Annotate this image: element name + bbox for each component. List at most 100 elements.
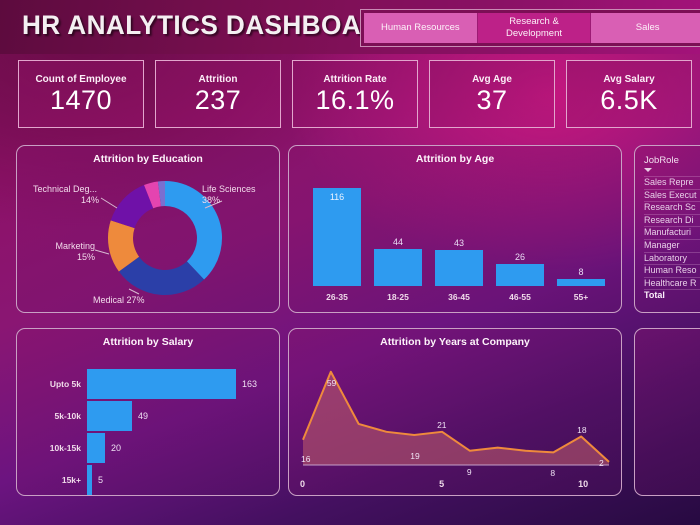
bar-rect[interactable] xyxy=(87,401,132,431)
area-x-tick-label: 10 xyxy=(578,479,589,489)
slicer-option-sales[interactable]: Sales xyxy=(591,13,700,43)
kpi-label: Attrition Rate xyxy=(323,73,387,85)
bar-value-label: 49 xyxy=(138,411,149,421)
area-line[interactable] xyxy=(302,370,610,463)
kpi-label: Count of Employee xyxy=(35,73,127,85)
table-row[interactable]: Research Sc xyxy=(644,201,700,214)
column-value-label: 26 xyxy=(514,252,525,262)
column-rect[interactable] xyxy=(313,188,361,286)
table-row[interactable]: Laboratory xyxy=(644,251,700,265)
area-point-label: 19 xyxy=(410,450,420,461)
column-rect[interactable] xyxy=(496,264,544,286)
table-row[interactable]: Sales Repre xyxy=(644,176,700,189)
kpi-value: 6.5K xyxy=(600,84,658,115)
column-rect[interactable] xyxy=(435,250,483,286)
column-value-label: 116 xyxy=(329,192,345,202)
column-bar[interactable]: 43 xyxy=(435,238,483,286)
panel-attrition-by-years-at-company: Attrition by Years at Company 16 59 19 21 9 8… xyxy=(288,328,622,496)
area-fill xyxy=(303,371,609,465)
panel-title: Attrition by Age xyxy=(415,153,495,165)
bar-row[interactable]: 10k-15k 20 xyxy=(25,433,271,463)
area-chart-years[interactable]: 16 59 19 21 9 8 18 2 0 5 10 xyxy=(297,353,615,489)
sort-descending-icon xyxy=(644,168,652,172)
column-rect[interactable] xyxy=(374,249,422,286)
panel-title: Attrition by Years at Company xyxy=(380,336,530,348)
column-bar[interactable]: 8 xyxy=(557,267,605,286)
bar-value-label: 5 xyxy=(98,475,104,485)
jobrole-table-body: Sales Repre Sales Execut Research Sc Resear… xyxy=(644,176,700,302)
area-point-label: 16 xyxy=(301,453,311,464)
area-x-tick-label: 0 xyxy=(300,479,306,489)
table-row[interactable]: Healthcare R xyxy=(644,276,700,290)
table-row[interactable]: Human Reso xyxy=(644,264,700,277)
column-bar[interactable]: 116 xyxy=(313,188,361,286)
table-row[interactable]: Manager xyxy=(644,238,700,252)
donut-chart-education[interactable]: Life Sciences 38% Medical 27% Marketing 15… xyxy=(17,146,281,314)
bar-rect[interactable] xyxy=(87,433,105,463)
bar-category-label: 15k+ xyxy=(61,475,81,485)
donut-label-life-sciences: Life Sciences 38% xyxy=(202,184,256,206)
kpi-value: 37 xyxy=(476,84,508,115)
donut-label-technical-degree: Technical Deg... 14% xyxy=(33,184,99,206)
bar-category-label: 10k-15k xyxy=(49,443,81,453)
kpi-card-avg-salary[interactable]: Avg Salary 6.5K xyxy=(566,60,692,128)
donut-label-marketing: Marketing 15% xyxy=(55,241,95,263)
table-row[interactable]: Manufacturi xyxy=(644,226,700,239)
panel-attrition-by-salary: Attrition by Salary Upto 5k 163 5k-10k 49 10… xyxy=(16,328,280,496)
department-slicer[interactable]: Human Resources Research & Development S… xyxy=(360,9,700,47)
bar-rect[interactable] xyxy=(87,369,236,399)
kpi-value: 16.1% xyxy=(315,84,395,115)
bar-rect[interactable] xyxy=(87,465,92,495)
donut-slice[interactable] xyxy=(144,181,161,209)
column-rect[interactable] xyxy=(557,279,605,286)
column-bar[interactable]: 44 xyxy=(374,237,422,286)
panel-title: Attrition by Salary xyxy=(102,336,194,348)
column-category-label: 55+ xyxy=(573,292,589,302)
jobrole-total-row[interactable]: Total xyxy=(644,289,700,302)
donut-slice[interactable] xyxy=(165,181,222,280)
donut-slice[interactable] xyxy=(157,181,165,207)
jobrole-chart-labels: LaboratorySales EResearchSales Repres xyxy=(635,357,700,489)
kpi-label: Attrition xyxy=(198,73,238,85)
kpi-card-count-of-employee[interactable]: Count of Employee 1470 xyxy=(18,60,144,128)
column-chart-age[interactable]: 116 26-35 44 18-25 43 36-45 26 46-55 8 55+ xyxy=(303,172,609,304)
donut-slice[interactable] xyxy=(118,256,205,295)
area-svg xyxy=(302,370,610,466)
kpi-card-attrition-rate[interactable]: Attrition Rate 16.1% xyxy=(292,60,418,128)
kpi-card-avg-age[interactable]: Avg Age 37 xyxy=(429,60,555,128)
area-point-label: 59 xyxy=(326,377,337,388)
table-row[interactable]: Research Di xyxy=(644,213,700,227)
slicer-option-research-development[interactable]: Research & Development xyxy=(477,13,592,43)
page-title: HR ANALYTICS DASHBOARD xyxy=(22,10,400,40)
column-bar[interactable]: 26 xyxy=(496,252,544,286)
area-point-label: 9 xyxy=(466,466,472,477)
donut-leader-line xyxy=(204,200,223,209)
donut-slice[interactable] xyxy=(108,220,140,272)
table-row[interactable]: Sales Execut xyxy=(644,188,700,202)
bar-row[interactable]: 5k-10k 49 xyxy=(25,401,271,431)
panel-attrition-by-education: Attrition by Education Life Sciences 38% … xyxy=(16,145,280,313)
jobrole-column-header[interactable]: JobRole xyxy=(644,155,679,166)
bar-row[interactable]: Upto 5k 163 xyxy=(25,369,271,399)
area-point-label: 2 xyxy=(599,457,604,468)
kpi-card-attrition[interactable]: Attrition 237 xyxy=(155,60,281,128)
jobrole-chart-label: Research xyxy=(635,423,700,456)
bar-chart-salary[interactable]: Upto 5k 163 5k-10k 49 10k-15k 20 15k+ 5 xyxy=(25,359,271,495)
jobrole-chart-label: Sales E xyxy=(635,390,700,423)
column-category-label: 36-45 xyxy=(448,292,470,302)
donut-slice[interactable] xyxy=(110,185,154,229)
kpi-value: 1470 xyxy=(49,84,113,115)
jobrole-chart-label: Sales Repres xyxy=(635,456,700,489)
donut-svg xyxy=(94,181,223,295)
kpi-row: Count of Employee 1470 Attrition 237 Att… xyxy=(18,60,700,128)
bar-value-label: 163 xyxy=(242,379,258,389)
dashboard-header: HR ANALYTICS DASHBOARD Human Resources R… xyxy=(0,0,700,54)
donut-leader-line xyxy=(100,197,118,209)
slicer-option-human-resources[interactable]: Human Resources xyxy=(364,13,478,43)
bar-row[interactable]: 15k+ 5 xyxy=(25,465,271,495)
donut-leader-line xyxy=(94,249,110,255)
bar-category-label: 5k-10k xyxy=(54,411,81,421)
area-x-tick-label: 5 xyxy=(439,479,445,489)
jobrole-chart-label: Laboratory xyxy=(635,357,700,390)
column-category-label: 18-25 xyxy=(387,292,409,302)
